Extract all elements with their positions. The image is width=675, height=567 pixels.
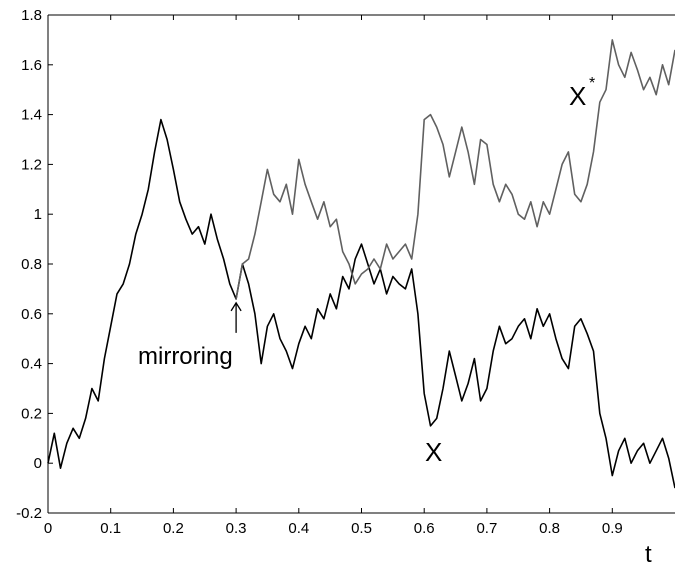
mirroring-arrow-head: [230, 301, 242, 312]
x-tick-label: 0.1: [100, 520, 121, 537]
y-tick-label: 1: [34, 206, 42, 223]
x-tick-label: 0.4: [288, 520, 309, 537]
x-series-label: X: [425, 437, 442, 467]
x-axis-label: t: [645, 541, 652, 567]
y-tick-label: 0.2: [21, 405, 42, 422]
series-line-x: [47, 118, 675, 489]
y-tick-label: 0.8: [21, 256, 42, 273]
y-tick-label: 1.6: [21, 57, 42, 74]
series-layer: [47, 39, 675, 489]
mirroring-annotation: mirroring: [138, 343, 233, 370]
xstar-series-label: X: [569, 81, 586, 111]
y-tick-label: 0.4: [21, 356, 42, 373]
x-tick-label: 0.3: [226, 520, 247, 537]
x-tick-label: 0.6: [414, 520, 435, 537]
series-line-xstar: [235, 39, 675, 300]
axes-layer: 0 0.1 0.2 0.3 0.4 0.5 0.6 0.7 0.8 0.9-0.200.20.40…: [16, 7, 675, 537]
y-tick-label: 1.2: [21, 156, 42, 173]
x-tick-label: 0.5: [351, 520, 372, 537]
x-tick-label: 0.8: [539, 520, 560, 537]
y-tick-label: 0: [34, 455, 42, 472]
x-tick-label: 0.2: [163, 520, 184, 537]
x-tick-label: 0.9: [602, 520, 623, 537]
xstar-superscript: *: [589, 75, 595, 92]
y-tick-label: 1.8: [21, 7, 42, 24]
y-tick-label: 0.6: [21, 306, 42, 323]
y-tick-label: -0.2: [16, 505, 42, 522]
mirroring-arrow: [230, 301, 242, 333]
x-tick-label: 0.7: [476, 520, 497, 537]
x-tick-label: 0: [44, 520, 52, 537]
y-tick-label: 1.4: [21, 107, 42, 124]
